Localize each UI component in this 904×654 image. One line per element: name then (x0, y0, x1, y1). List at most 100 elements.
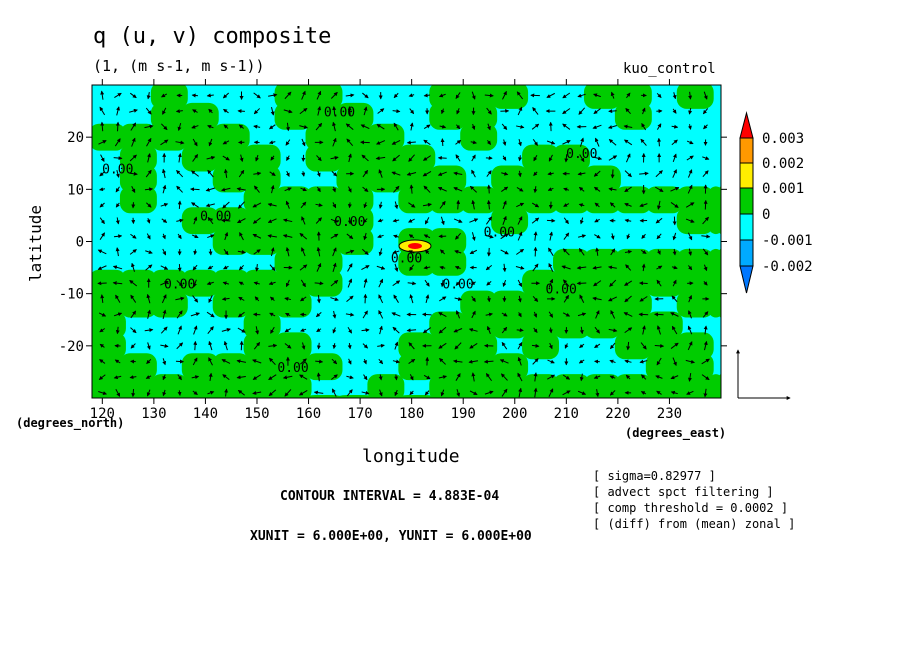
wind-vector (594, 137, 600, 147)
wind-vector (330, 233, 339, 239)
wind-vector (440, 279, 445, 288)
wind-vector (378, 169, 383, 178)
wind-vector (146, 202, 152, 208)
wind-vector (531, 343, 540, 348)
wind-vector (422, 155, 431, 161)
wind-vector (316, 90, 322, 100)
wind-vector (129, 171, 138, 176)
wind-vector (656, 325, 661, 335)
field-cell (707, 290, 721, 318)
wind-vector (191, 202, 199, 208)
wind-vector (486, 296, 491, 303)
field-cell (583, 186, 621, 214)
wind-vector (670, 342, 679, 349)
wind-vector (192, 153, 199, 162)
wind-vector (639, 203, 648, 208)
wind-vector (99, 343, 105, 348)
field-cells (92, 85, 721, 398)
wind-vector (284, 343, 292, 349)
wind-vector (655, 170, 663, 178)
wind-vector (192, 390, 198, 395)
colorbar-segment (739, 111, 754, 139)
wind-vector (533, 311, 538, 318)
wind-vector (177, 325, 182, 335)
wind-vector (624, 359, 632, 364)
contour-labels: 0.00 0.00 0.00 0.00 0.00 0.00 0.00 0.00 0.00 0.00… (102, 105, 597, 376)
wind-vector (595, 389, 600, 398)
wind-vector (685, 359, 695, 364)
wind-vector (624, 327, 633, 334)
y-tick-label: 20 (67, 130, 84, 146)
wind-vector (222, 155, 230, 161)
wind-vector (301, 90, 306, 100)
wind-vector (408, 342, 415, 350)
wind-vector (314, 281, 324, 286)
wind-vector (392, 154, 400, 162)
wind-vector (282, 218, 293, 223)
wind-vector (129, 249, 137, 255)
plot-area: 0.00 0.00 0.00 0.00 0.00 0.00 0.00 0.00 0.00 0.00… (92, 85, 721, 398)
wind-vector (316, 155, 322, 162)
wind-vector (656, 279, 662, 287)
field-cell (243, 269, 281, 297)
wind-vector (113, 234, 123, 239)
wind-vector (455, 280, 461, 286)
wind-vector (332, 121, 336, 132)
wind-vector (208, 248, 213, 256)
wind-vector (269, 264, 276, 272)
field-cell (336, 207, 374, 235)
wind-vector (701, 374, 710, 381)
wind-vector (578, 247, 585, 256)
wind-vector (192, 264, 198, 271)
wind-vector (236, 187, 246, 192)
wind-vector (532, 263, 539, 272)
field-cell (212, 395, 250, 398)
wind-vector (98, 140, 107, 145)
wind-vector (423, 374, 431, 380)
wind-vector (332, 310, 337, 319)
wind-vector (282, 375, 293, 380)
field-cell (707, 207, 721, 235)
wind-vector (177, 233, 182, 240)
wind-vector (114, 359, 121, 364)
wind-vector (393, 294, 399, 303)
wind-vector (440, 389, 445, 397)
wind-vector (439, 124, 447, 129)
wind-vector (191, 375, 200, 380)
wind-vector (205, 187, 216, 192)
wind-vector (253, 92, 261, 99)
wind-vector (207, 390, 215, 395)
contour-label: 0.00 (442, 277, 473, 292)
wind-vector (471, 91, 476, 100)
wind-vector (672, 169, 677, 178)
wind-vector (685, 218, 695, 223)
wind-vector (145, 250, 153, 254)
wind-vector (562, 123, 571, 130)
wind-vector (99, 187, 106, 192)
y-tick-label: 10 (67, 182, 84, 198)
field-cell (614, 311, 652, 339)
y-tick-label: 0 (76, 235, 84, 251)
field-cell (645, 186, 683, 214)
contour-label: 0.00 (546, 283, 577, 298)
field-cell (274, 102, 312, 130)
wind-vector (237, 327, 246, 333)
wind-vector (424, 390, 430, 396)
wind-vector (579, 343, 585, 348)
field-cell (718, 207, 721, 235)
wind-vector (376, 265, 386, 270)
wind-vector (548, 247, 554, 257)
wind-vector (252, 202, 262, 208)
wind-vector (455, 233, 461, 240)
wind-vector (547, 187, 554, 191)
wind-vector (609, 202, 616, 208)
wind-vector (347, 217, 352, 225)
wind-vector (375, 140, 386, 145)
wind-vector (670, 187, 680, 192)
wind-vector (424, 217, 430, 225)
wind-vector (313, 390, 324, 395)
wind-vector (672, 279, 677, 287)
wind-vector (438, 342, 447, 349)
wind-vector (517, 295, 522, 303)
wind-vector (563, 279, 570, 287)
